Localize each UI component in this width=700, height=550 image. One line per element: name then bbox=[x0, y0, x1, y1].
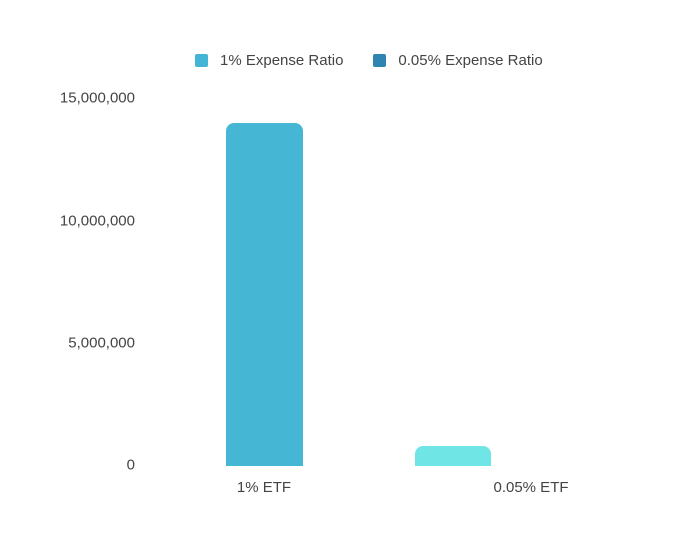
legend-swatch-005pct-icon bbox=[373, 54, 387, 67]
y-axis-tick-10m: 10,000,000 bbox=[59, 212, 135, 230]
legend-swatch-1pct-icon bbox=[195, 54, 208, 67]
legend-label: 0.05% Expense Ratio bbox=[398, 52, 543, 69]
bar-005pct-etf[interactable] bbox=[415, 446, 491, 466]
x-axis-label-005pct-etf: 0.05% ETF bbox=[493, 479, 569, 496]
chart-legend: 1% Expense Ratio 0.05% Expense Ratio bbox=[195, 52, 543, 69]
bar-1pct-etf[interactable] bbox=[226, 123, 303, 466]
legend-item-1pct-expense-ratio[interactable]: 1% Expense Ratio bbox=[195, 52, 343, 69]
x-axis-label-1pct-etf: 1% ETF bbox=[236, 479, 292, 496]
y-axis-tick-5m: 5,000,000 bbox=[68, 334, 135, 352]
y-axis-tick-0: 0 bbox=[126, 456, 135, 474]
legend-item-005pct-expense-ratio[interactable]: 0.05% Expense Ratio bbox=[373, 52, 543, 69]
legend-label: 1% Expense Ratio bbox=[220, 52, 344, 69]
y-axis-tick-15m: 15,000,000 bbox=[59, 89, 135, 107]
